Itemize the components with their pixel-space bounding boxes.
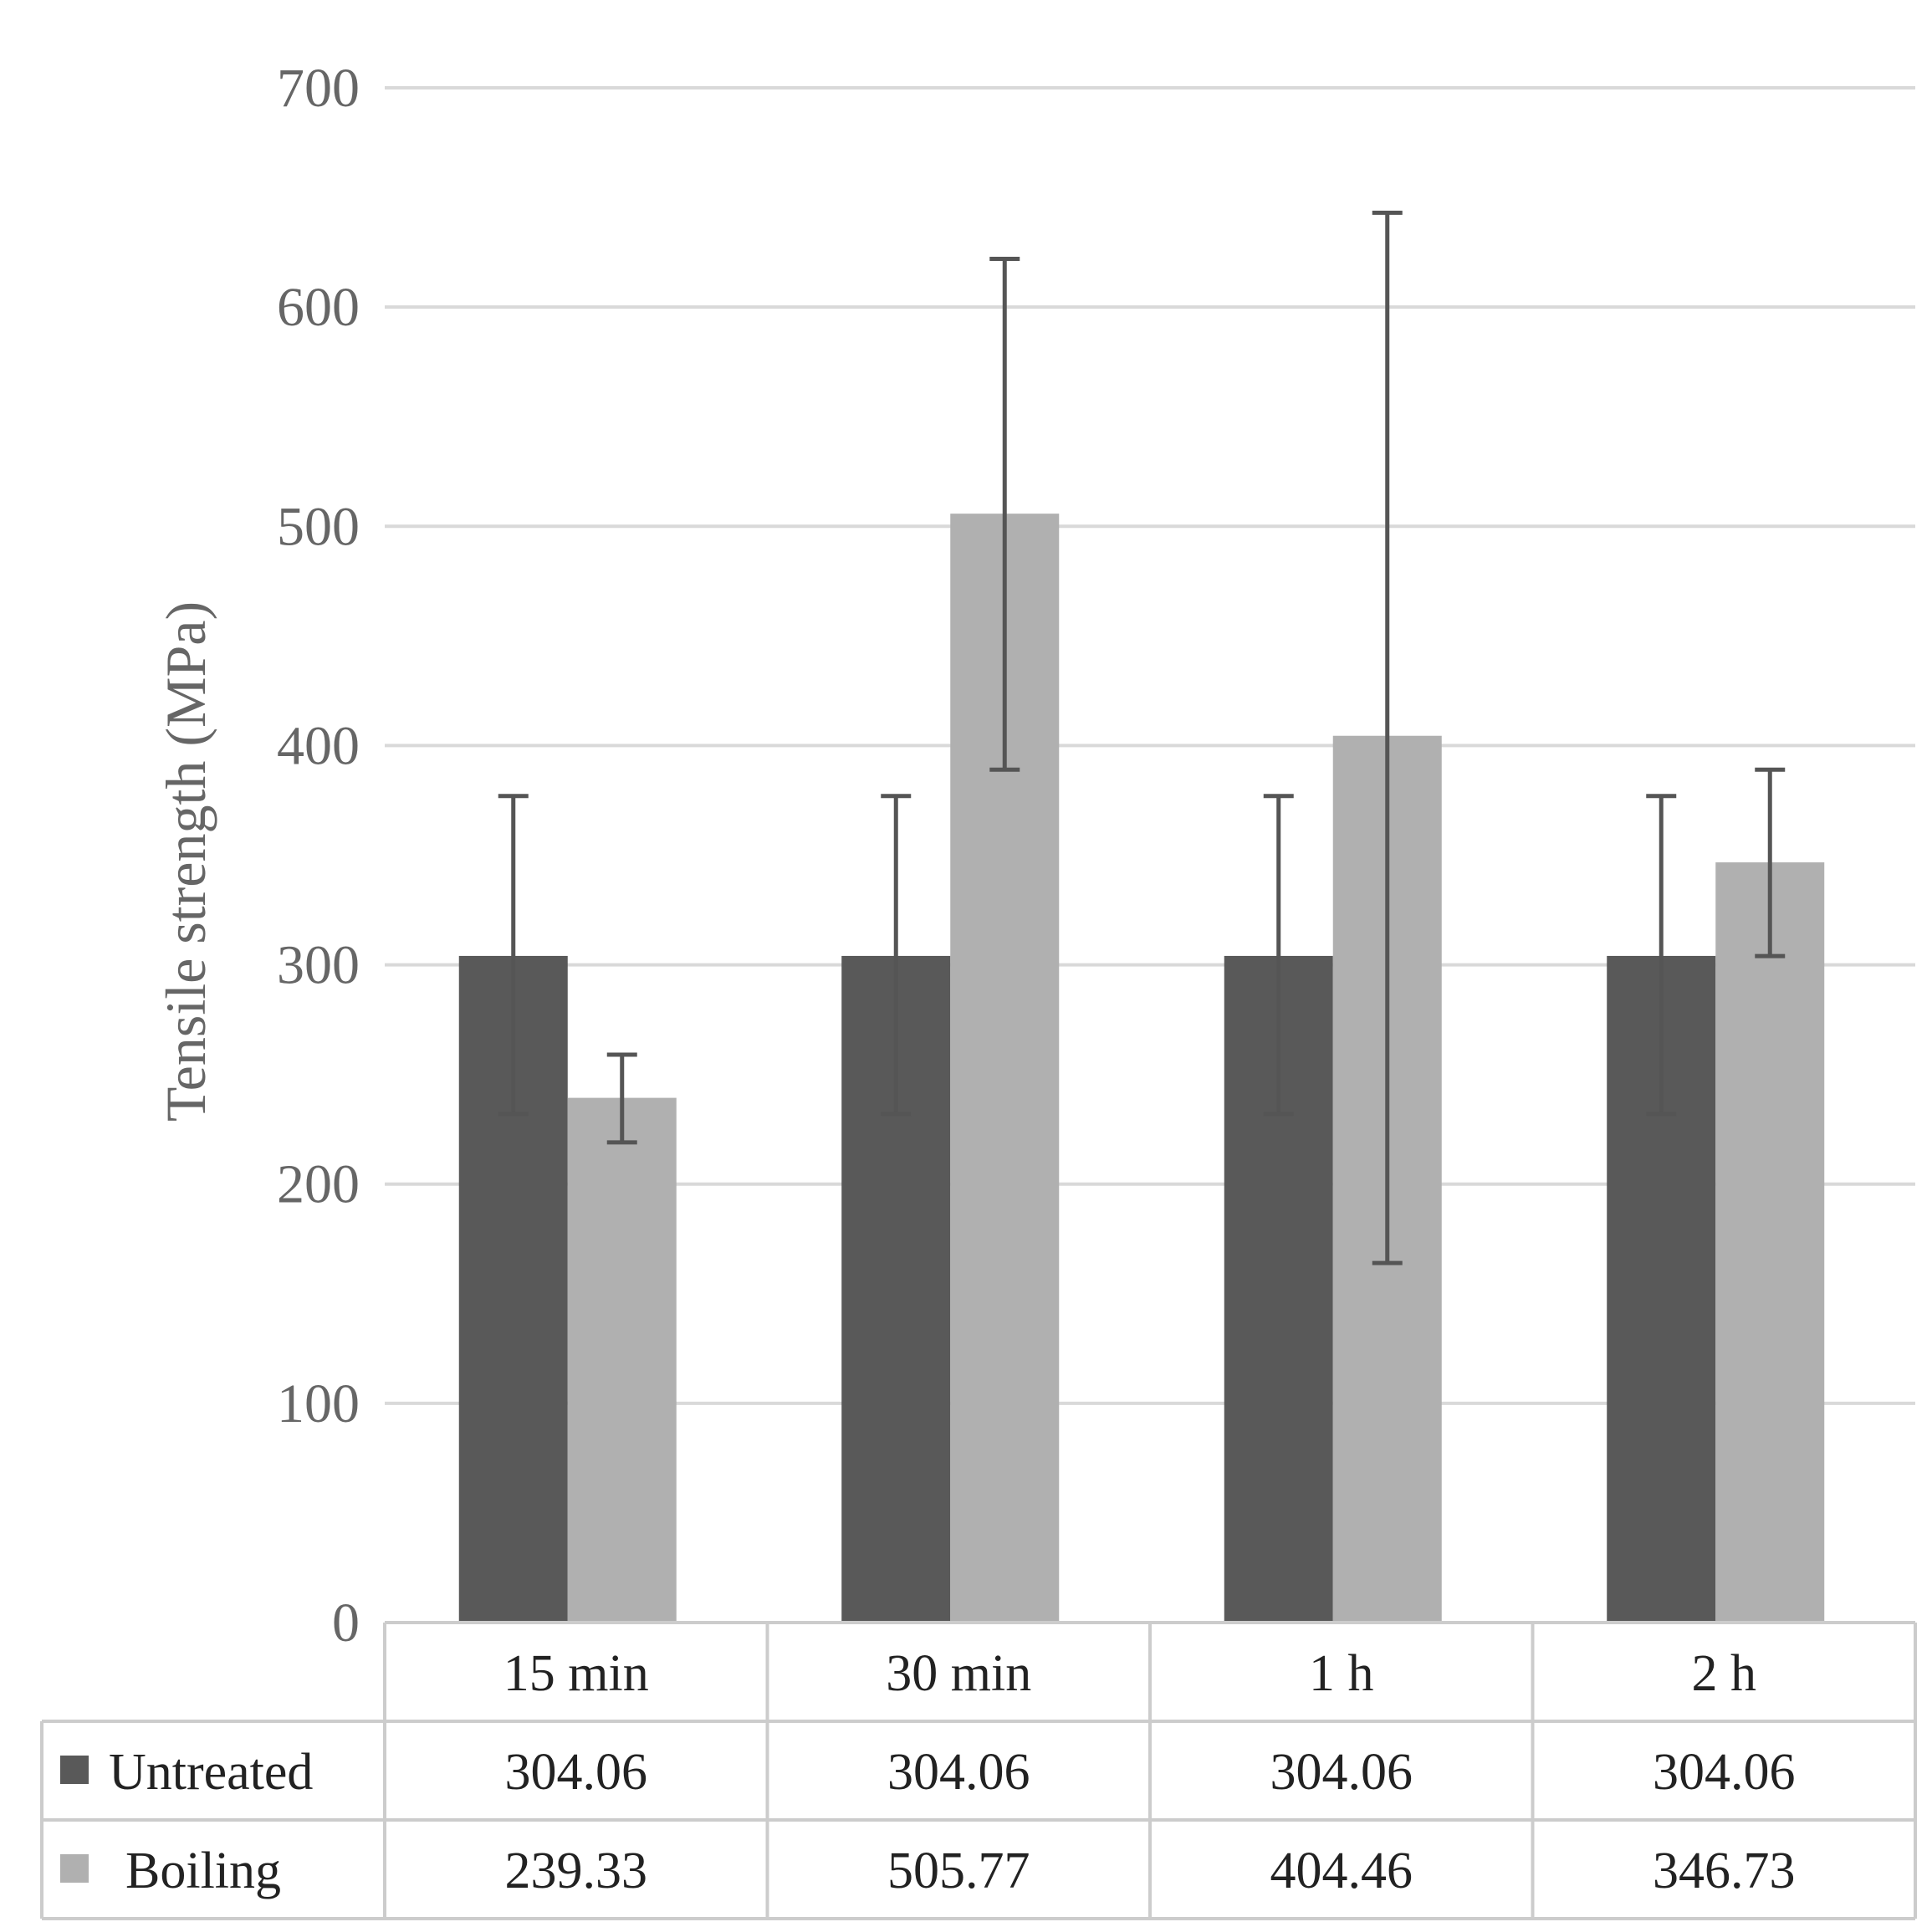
- table-value: 304.06: [505, 1744, 648, 1801]
- legend-label-untreated: Untreated: [109, 1744, 313, 1801]
- x-category-label: 2 h: [1692, 1645, 1757, 1702]
- table-value: 304.06: [1270, 1744, 1413, 1801]
- x-category-label: 30 min: [886, 1645, 1031, 1702]
- data-table: 15 min 30 min 1 h 2 h Untreated 304.06 304.06 3…: [40, 1621, 1917, 1920]
- table-value: 239.33: [505, 1843, 648, 1899]
- y-axis-label: Tensile strength (MPa): [154, 601, 217, 1122]
- y-tick-label: 300: [277, 935, 360, 996]
- y-tick-label: 600: [277, 277, 360, 338]
- error-bar: [881, 794, 912, 1117]
- bar-boiling-3: [1715, 862, 1825, 1623]
- table-value: 505.77: [887, 1843, 1030, 1899]
- table-value: 304.06: [887, 1744, 1030, 1801]
- y-tick-label: 0: [332, 1592, 360, 1654]
- bar-boiling-0: [567, 1097, 677, 1623]
- table-value: 346.73: [1653, 1843, 1796, 1899]
- x-category-label: 1 h: [1309, 1645, 1374, 1702]
- bars: [458, 514, 1825, 1623]
- y-tick-label: 100: [277, 1373, 360, 1434]
- legend-swatch-boiling: [60, 1854, 89, 1883]
- y-tick-label: 200: [277, 1154, 360, 1215]
- error-bar: [1646, 794, 1677, 1117]
- table-value: 304.06: [1653, 1744, 1796, 1801]
- y-tick-label: 700: [277, 58, 360, 119]
- legend-swatch-untreated: [60, 1756, 89, 1784]
- error-bar: [606, 1052, 637, 1145]
- x-category-label: 15 min: [503, 1645, 649, 1702]
- error-bar: [1263, 794, 1294, 1117]
- legend-label-boiling: Boiling: [125, 1843, 281, 1899]
- table-value: 404.46: [1270, 1843, 1413, 1899]
- error-bar: [1755, 767, 1786, 958]
- y-tick-label: 500: [277, 496, 360, 557]
- error-bar: [498, 794, 529, 1117]
- error-bar: [1372, 210, 1403, 1265]
- y-tick-label: 400: [277, 715, 360, 776]
- error-bar: [989, 256, 1020, 772]
- y-axis-ticks: 0 100 200 300 400 500 600 700: [277, 58, 360, 1654]
- error-bars: [498, 210, 1786, 1265]
